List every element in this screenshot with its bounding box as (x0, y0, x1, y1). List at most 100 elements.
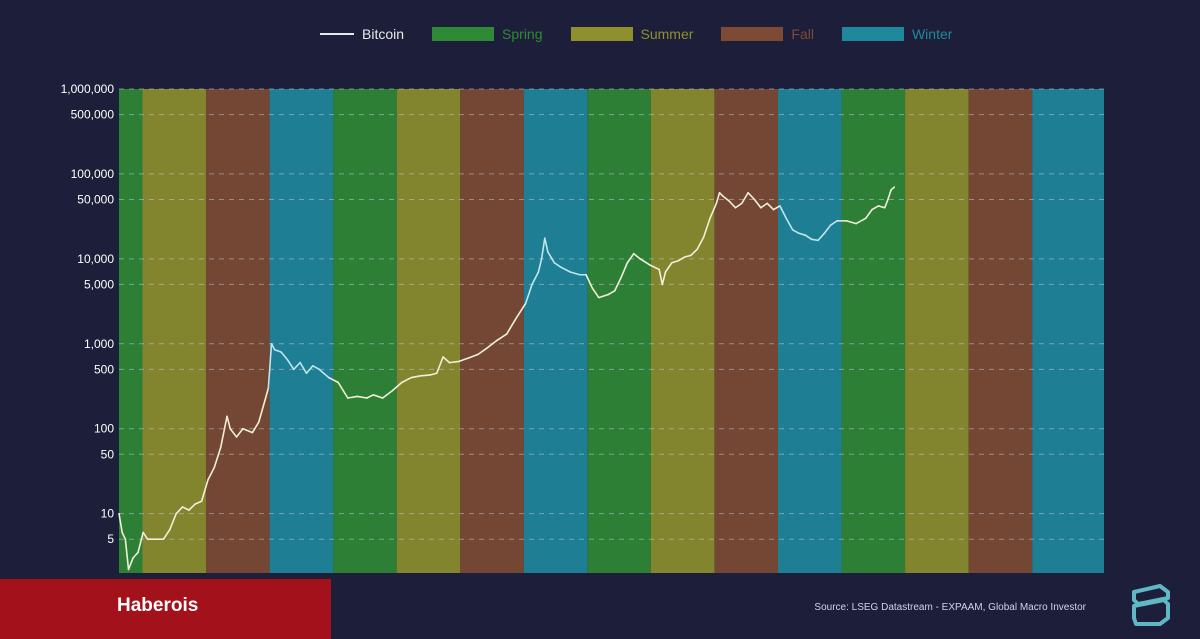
bitcoin-line-segment (690, 248, 699, 257)
bitcoin-line-segment (887, 189, 892, 201)
bitcoin-line-segment (477, 346, 489, 356)
y-tick-label: 500 (94, 362, 114, 376)
bitcoin-line-segment (200, 479, 209, 503)
bitcoin-line-segment (877, 205, 886, 209)
bitcoin-line-segment (429, 372, 438, 376)
bitcoin-line-segment (264, 387, 270, 401)
bitcoin-line-segment (235, 427, 244, 438)
bitcoin-line-segment (400, 376, 413, 384)
bitcoin-line-segment (286, 358, 295, 371)
bitcoin-line-segment (381, 389, 394, 399)
season-band-summer (396, 89, 461, 573)
bitcoin-line-segment (740, 191, 749, 205)
bitcoin-line-segment (391, 381, 403, 392)
x-tick-label: 2020 (709, 577, 736, 579)
bitcoin-line-segment (810, 238, 819, 242)
bitcoin-line-swatch (320, 33, 354, 35)
bitcoin-line-segment (162, 528, 171, 541)
x-tick-label: 2022 (836, 577, 863, 579)
x-tick-label: 2024 (964, 577, 991, 579)
season-band-spring (333, 89, 397, 573)
bitcoin-line-segment (661, 271, 667, 286)
bitcoin-line-segment (845, 220, 857, 225)
legend-label-winter: Winter (911, 26, 953, 42)
bitcoin-line-segment (798, 232, 807, 236)
bitcoin-line-segment (855, 217, 867, 225)
legend-item-bitcoin: Bitcoin (320, 26, 404, 42)
fall-swatch (721, 27, 784, 41)
bitcoin-line-segment (791, 228, 800, 235)
bitcoin-line-segment (543, 237, 549, 253)
bitcoin-line-segment (591, 287, 600, 299)
gridlines (119, 88, 1104, 540)
y-tick-label: 10,000 (77, 252, 114, 266)
y-tick-label: 100,000 (71, 167, 115, 181)
bitcoin-line-segment (620, 261, 629, 279)
bitcoin-line-segment (766, 202, 775, 211)
bitcoin-line-segment (648, 264, 660, 271)
bitcoin-line-segment (585, 273, 594, 290)
bitcoin-line-segment (420, 374, 432, 377)
bitcoin-line-segment (613, 276, 622, 292)
season-band-fall (968, 89, 1033, 573)
season-band-spring (587, 89, 651, 573)
bitcoin-line-segment (142, 531, 149, 541)
y-tick-label: 5,000 (84, 277, 114, 291)
season-band-winter (1032, 89, 1104, 573)
bitcoin-line-segment (540, 237, 546, 260)
x-tick-label: 2021 (773, 577, 800, 579)
chart-legend: Bitcoin Spring Summer Fall Winter (320, 26, 980, 42)
bitcoin-line-segment (346, 395, 359, 399)
legend-label-summer: Summer (640, 26, 694, 42)
bitcoin-line-segment (715, 191, 721, 205)
summer-swatch (570, 27, 633, 41)
y-axis: 5 10 50 100 500 1,000 5,000 10,000 50,000 100,000… (61, 82, 115, 546)
bitcoin-line-segment (137, 531, 144, 554)
bitcoin-line-segment (779, 205, 788, 220)
bitcoin-line-segment (356, 395, 368, 399)
bitcoin-line-segment (118, 512, 123, 534)
bitcoin-line-segment (219, 415, 228, 449)
bitcoin-line-segment (435, 356, 444, 375)
bitcoin-line-segment (496, 333, 508, 342)
bitcoin-line-segment (569, 271, 581, 276)
e-logo-icon (1132, 584, 1170, 626)
bitcoin-line-segment (696, 236, 705, 250)
bitcoin-line-segment (728, 200, 737, 209)
bitcoin-line-segment (366, 394, 374, 399)
season-band-winter (269, 89, 334, 573)
season-band-summer (650, 89, 715, 573)
bitcoin-line-segment (547, 251, 556, 264)
winter-swatch (841, 27, 904, 41)
spring-swatch (432, 27, 495, 41)
bitcoin-line-segment (207, 466, 216, 481)
bitcoin-line-segment (242, 427, 254, 434)
bitcoin-line-segment (709, 202, 718, 220)
legend-label-spring: Spring (502, 26, 543, 42)
bitcoin-line-segment (658, 268, 664, 286)
bitcoin-line-segment (890, 186, 896, 191)
season-band-fall (206, 89, 270, 573)
x-tick-label: 2025 (1027, 577, 1054, 579)
season-band-spring (119, 89, 143, 573)
bitcoin-line-segment (702, 217, 711, 238)
bitcoin-line-segment (327, 376, 340, 384)
bitcoin-line-segment (753, 198, 762, 209)
bitcoin-line-segment (524, 283, 533, 305)
season-bands (119, 89, 1104, 573)
bitcoin-line-segment (734, 202, 743, 209)
bitcoin-line-segment (864, 208, 873, 220)
x-tick-label: 2014 (328, 577, 355, 579)
x-axis: 2012 2013 2014 2015 2016 2017 2018 2019 2020 2021… (201, 577, 1118, 579)
bitcoin-line-segment (823, 224, 832, 235)
bitcoin-line-segment (607, 290, 616, 296)
bitcoin-line-segment (312, 365, 320, 371)
source-note: Source: LSEG Datastream - EXPAAM, Global… (814, 602, 1086, 613)
y-tick-label: 50 (101, 447, 115, 461)
bitcoin-line-segment (632, 252, 641, 260)
bitcoin-line-segment (229, 427, 238, 438)
bitcoin-line-segment (442, 356, 451, 364)
bitcoin-line-segment (467, 353, 479, 359)
bitcoin-line-segment (372, 394, 384, 399)
bitcoin-line-segment (181, 506, 190, 511)
